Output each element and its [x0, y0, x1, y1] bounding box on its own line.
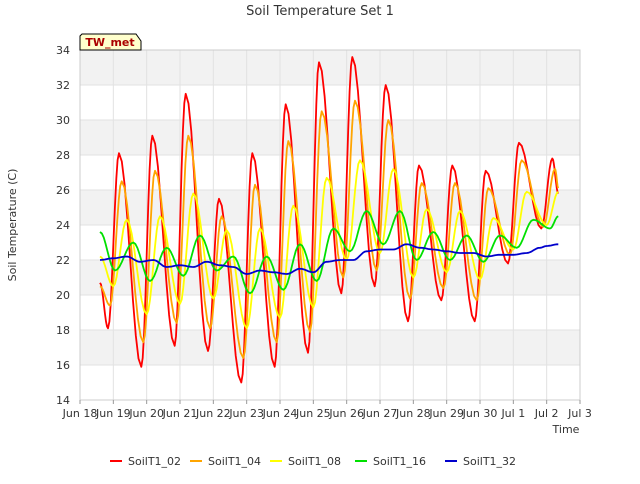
- x-tick-label: Jun 26: [328, 407, 364, 420]
- x-tick-label: Jun 23: [228, 407, 264, 420]
- y-axis-ticks: 14 16 18 20 22 24 26 28 30 32 34: [56, 44, 70, 407]
- x-tick-label: Jun 18: [62, 407, 98, 420]
- y-tick-label: 34: [56, 44, 70, 57]
- x-tick-label: Jul 1: [500, 407, 525, 420]
- grid-band: [80, 120, 580, 155]
- x-tick-label: Jun 25: [295, 407, 331, 420]
- x-tick-label: Jun 27: [362, 407, 398, 420]
- grid-band: [80, 260, 580, 295]
- legend-label: SoilT1_16: [373, 455, 426, 468]
- x-tick-label: Jun 22: [195, 407, 231, 420]
- series-line-soilt1-32: [99, 243, 559, 275]
- y-tick-label: 28: [56, 149, 70, 162]
- series-line-soilt1-08: [99, 159, 559, 330]
- y-tick-label: 22: [56, 254, 70, 267]
- chart-title: Soil Temperature Set 1: [246, 4, 394, 19]
- x-tick-label: Jun 24: [262, 407, 298, 420]
- y-tick-label: 26: [56, 184, 70, 197]
- x-tick-label: Jun 21: [162, 407, 198, 420]
- y-tick-label: 18: [56, 324, 70, 337]
- y-tick-label: 16: [56, 359, 70, 372]
- legend-label: SoilT1_08: [288, 455, 341, 468]
- y-tick-label: 20: [56, 289, 70, 302]
- station-label: TW_met: [85, 36, 134, 49]
- station-label-badge: TW_met: [79, 33, 142, 51]
- y-tick-label: 32: [56, 79, 70, 92]
- x-tick-label: Jul 2: [534, 407, 559, 420]
- x-tick-label: Jun 20: [128, 407, 164, 420]
- x-tick-label: Jul 3: [567, 407, 592, 420]
- legend-label: SoilT1_04: [208, 455, 261, 468]
- station-label-box: [79, 33, 142, 51]
- y-tick-label: 24: [56, 219, 70, 232]
- y-tick-label: 14: [56, 394, 70, 407]
- x-tick-label: Jun 29: [428, 407, 464, 420]
- plot-frame: [79, 49, 581, 401]
- legend-label: SoilT1_32: [463, 455, 516, 468]
- x-tick-label: Jun 30: [462, 407, 498, 420]
- legend: SoilT1_02 SoilT1_04 SoilT1_08 SoilT1_16 Soil…: [110, 455, 516, 468]
- grid-band: [80, 190, 580, 225]
- grid-bands: [80, 50, 580, 365]
- grid-band: [80, 330, 580, 365]
- series-line-soilt1-16: [99, 210, 559, 295]
- legend-label: SoilT1_02: [128, 455, 181, 468]
- grid-band: [80, 50, 580, 85]
- y-tick-label: 30: [56, 114, 70, 127]
- x-tick-label: Jun 19: [95, 407, 131, 420]
- series-lines: [99, 56, 560, 384]
- x-tick-label: Jun 28: [395, 407, 431, 420]
- y-axis-label: Soil Temperature (C): [6, 169, 19, 282]
- x-axis-label: Time: [552, 423, 580, 436]
